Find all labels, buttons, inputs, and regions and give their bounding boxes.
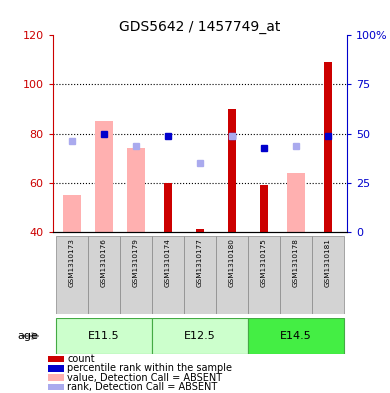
Bar xyxy=(48,356,64,362)
Bar xyxy=(164,183,172,232)
Text: E14.5: E14.5 xyxy=(280,331,312,341)
Text: GSM1310173: GSM1310173 xyxy=(69,238,75,287)
Text: count: count xyxy=(67,354,95,364)
Text: GSM1310176: GSM1310176 xyxy=(101,238,107,287)
Text: value, Detection Call = ABSENT: value, Detection Call = ABSENT xyxy=(67,373,222,383)
Text: GSM1310178: GSM1310178 xyxy=(293,238,299,287)
Text: GSM1310174: GSM1310174 xyxy=(165,238,171,287)
Bar xyxy=(280,236,312,314)
Bar xyxy=(216,236,248,314)
Bar xyxy=(152,318,248,354)
Bar xyxy=(324,62,332,232)
Text: GSM1310181: GSM1310181 xyxy=(325,238,331,287)
Bar xyxy=(260,185,268,232)
Bar xyxy=(228,109,236,232)
Bar xyxy=(152,236,184,314)
Text: GSM1310175: GSM1310175 xyxy=(261,238,267,287)
Text: GSM1310177: GSM1310177 xyxy=(197,238,203,287)
Bar xyxy=(48,374,64,381)
Text: percentile rank within the sample: percentile rank within the sample xyxy=(67,364,232,373)
Bar xyxy=(56,236,88,314)
Text: E11.5: E11.5 xyxy=(88,331,120,341)
Bar xyxy=(88,236,120,314)
Bar xyxy=(120,236,152,314)
Text: age: age xyxy=(18,331,39,341)
Bar xyxy=(312,236,344,314)
Bar xyxy=(48,384,64,390)
Text: GSM1310180: GSM1310180 xyxy=(229,238,235,287)
Text: rank, Detection Call = ABSENT: rank, Detection Call = ABSENT xyxy=(67,382,218,392)
Bar xyxy=(196,230,204,232)
Text: GSM1310179: GSM1310179 xyxy=(133,238,139,287)
Bar xyxy=(248,318,344,354)
Bar xyxy=(56,318,152,354)
Bar xyxy=(248,236,280,314)
Bar xyxy=(48,365,64,372)
Text: E12.5: E12.5 xyxy=(184,331,216,341)
Bar xyxy=(95,121,113,232)
Title: GDS5642 / 1457749_at: GDS5642 / 1457749_at xyxy=(119,20,280,34)
Bar xyxy=(287,173,305,232)
Bar xyxy=(184,236,216,314)
Bar xyxy=(63,195,81,232)
Bar xyxy=(127,148,145,232)
